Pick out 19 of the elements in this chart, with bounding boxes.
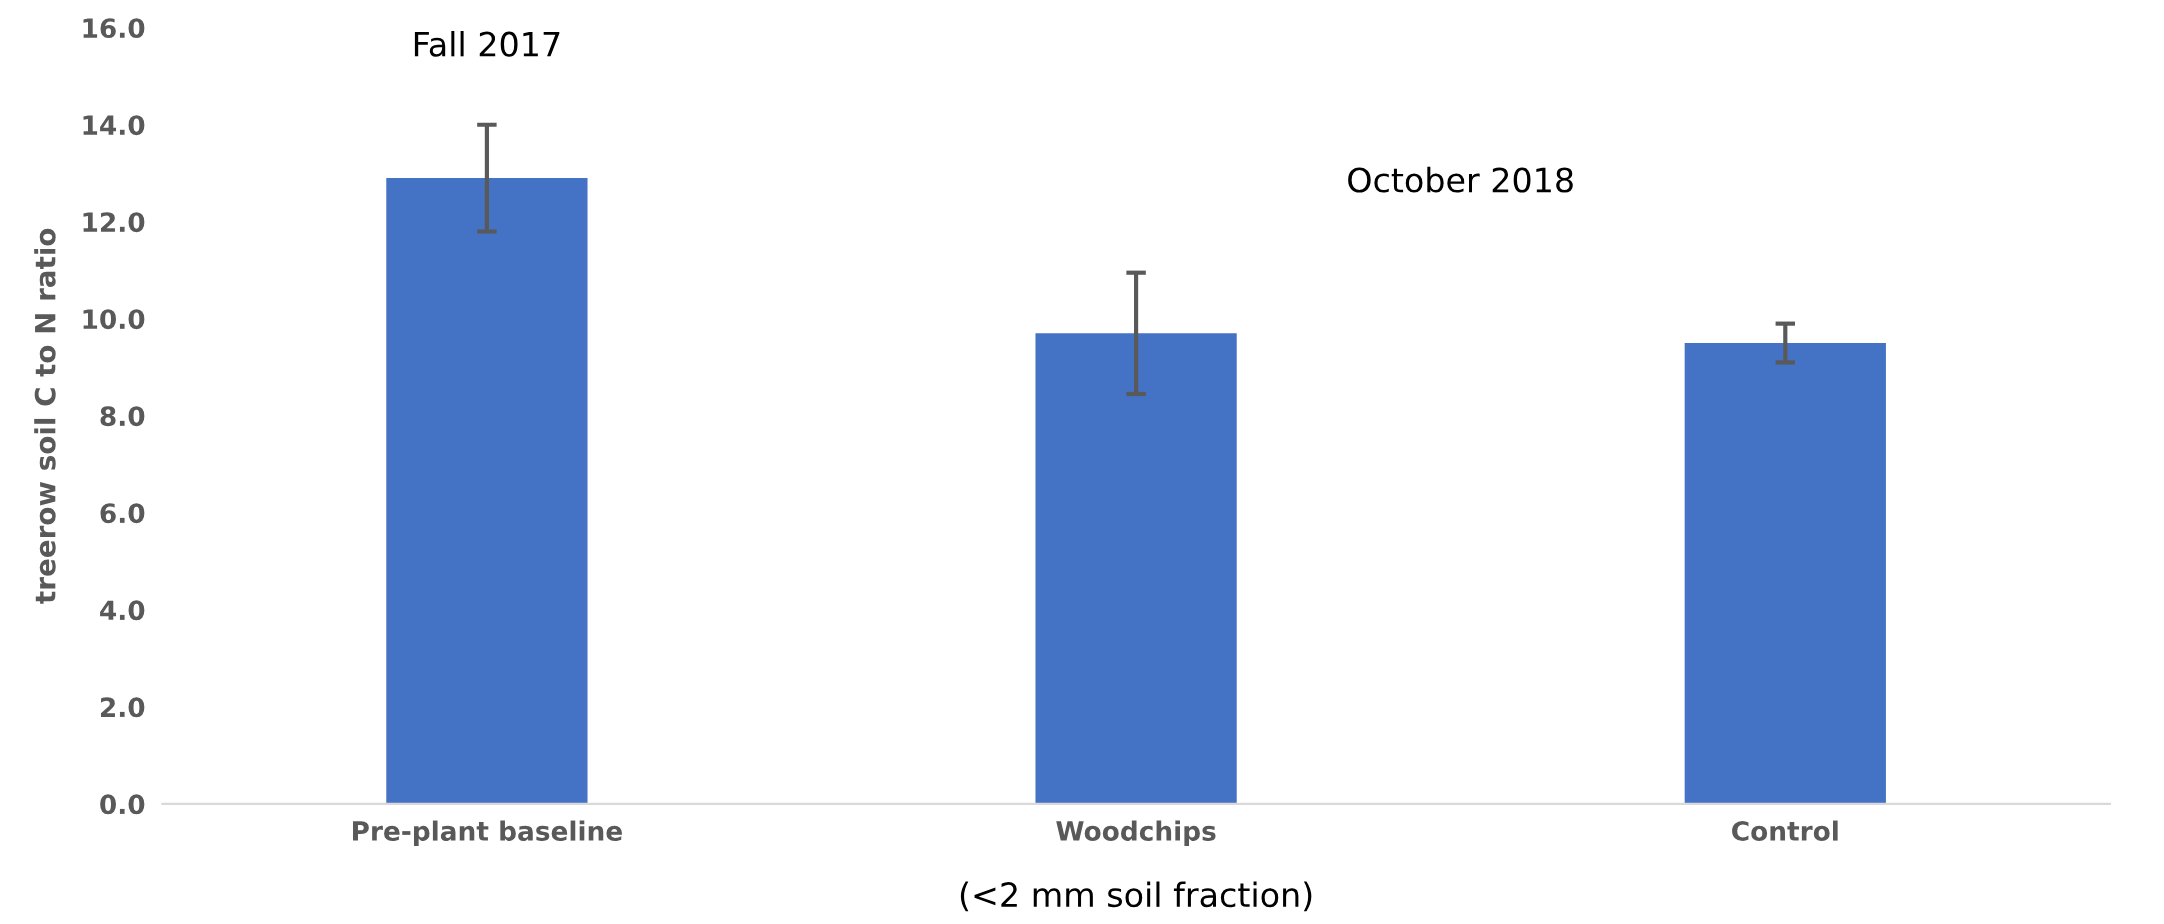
- y-tick-label: 14.0: [83, 115, 145, 136]
- y-tick-label: 16.0: [83, 18, 145, 39]
- y-tick-label: 2.0: [100, 697, 145, 718]
- y-axis-title: treerow soil C to N ratio: [34, 228, 56, 604]
- text: (<2 mm soil fraction): [960, 881, 1312, 912]
- x-tick-label: Woodchips: [1056, 820, 1216, 847]
- x-tick-label: Pre-plant baseline: [353, 820, 622, 847]
- bar: [1035, 333, 1237, 804]
- y-tick-label: 12.0: [83, 212, 145, 233]
- y-tick-label: 4.0: [100, 600, 145, 621]
- y-tick-label: 6.0: [100, 503, 145, 524]
- bar: [1684, 343, 1886, 804]
- bar: [386, 178, 588, 804]
- x-tick-label: Control: [1732, 820, 1838, 841]
- annotation: October 2018: [1348, 166, 1573, 193]
- y-tick-label: 8.0: [100, 406, 145, 427]
- y-tick-label: 10.0: [83, 309, 145, 330]
- annotation: Fall 2017: [414, 30, 560, 57]
- y-tick-label: 0.0: [100, 794, 145, 815]
